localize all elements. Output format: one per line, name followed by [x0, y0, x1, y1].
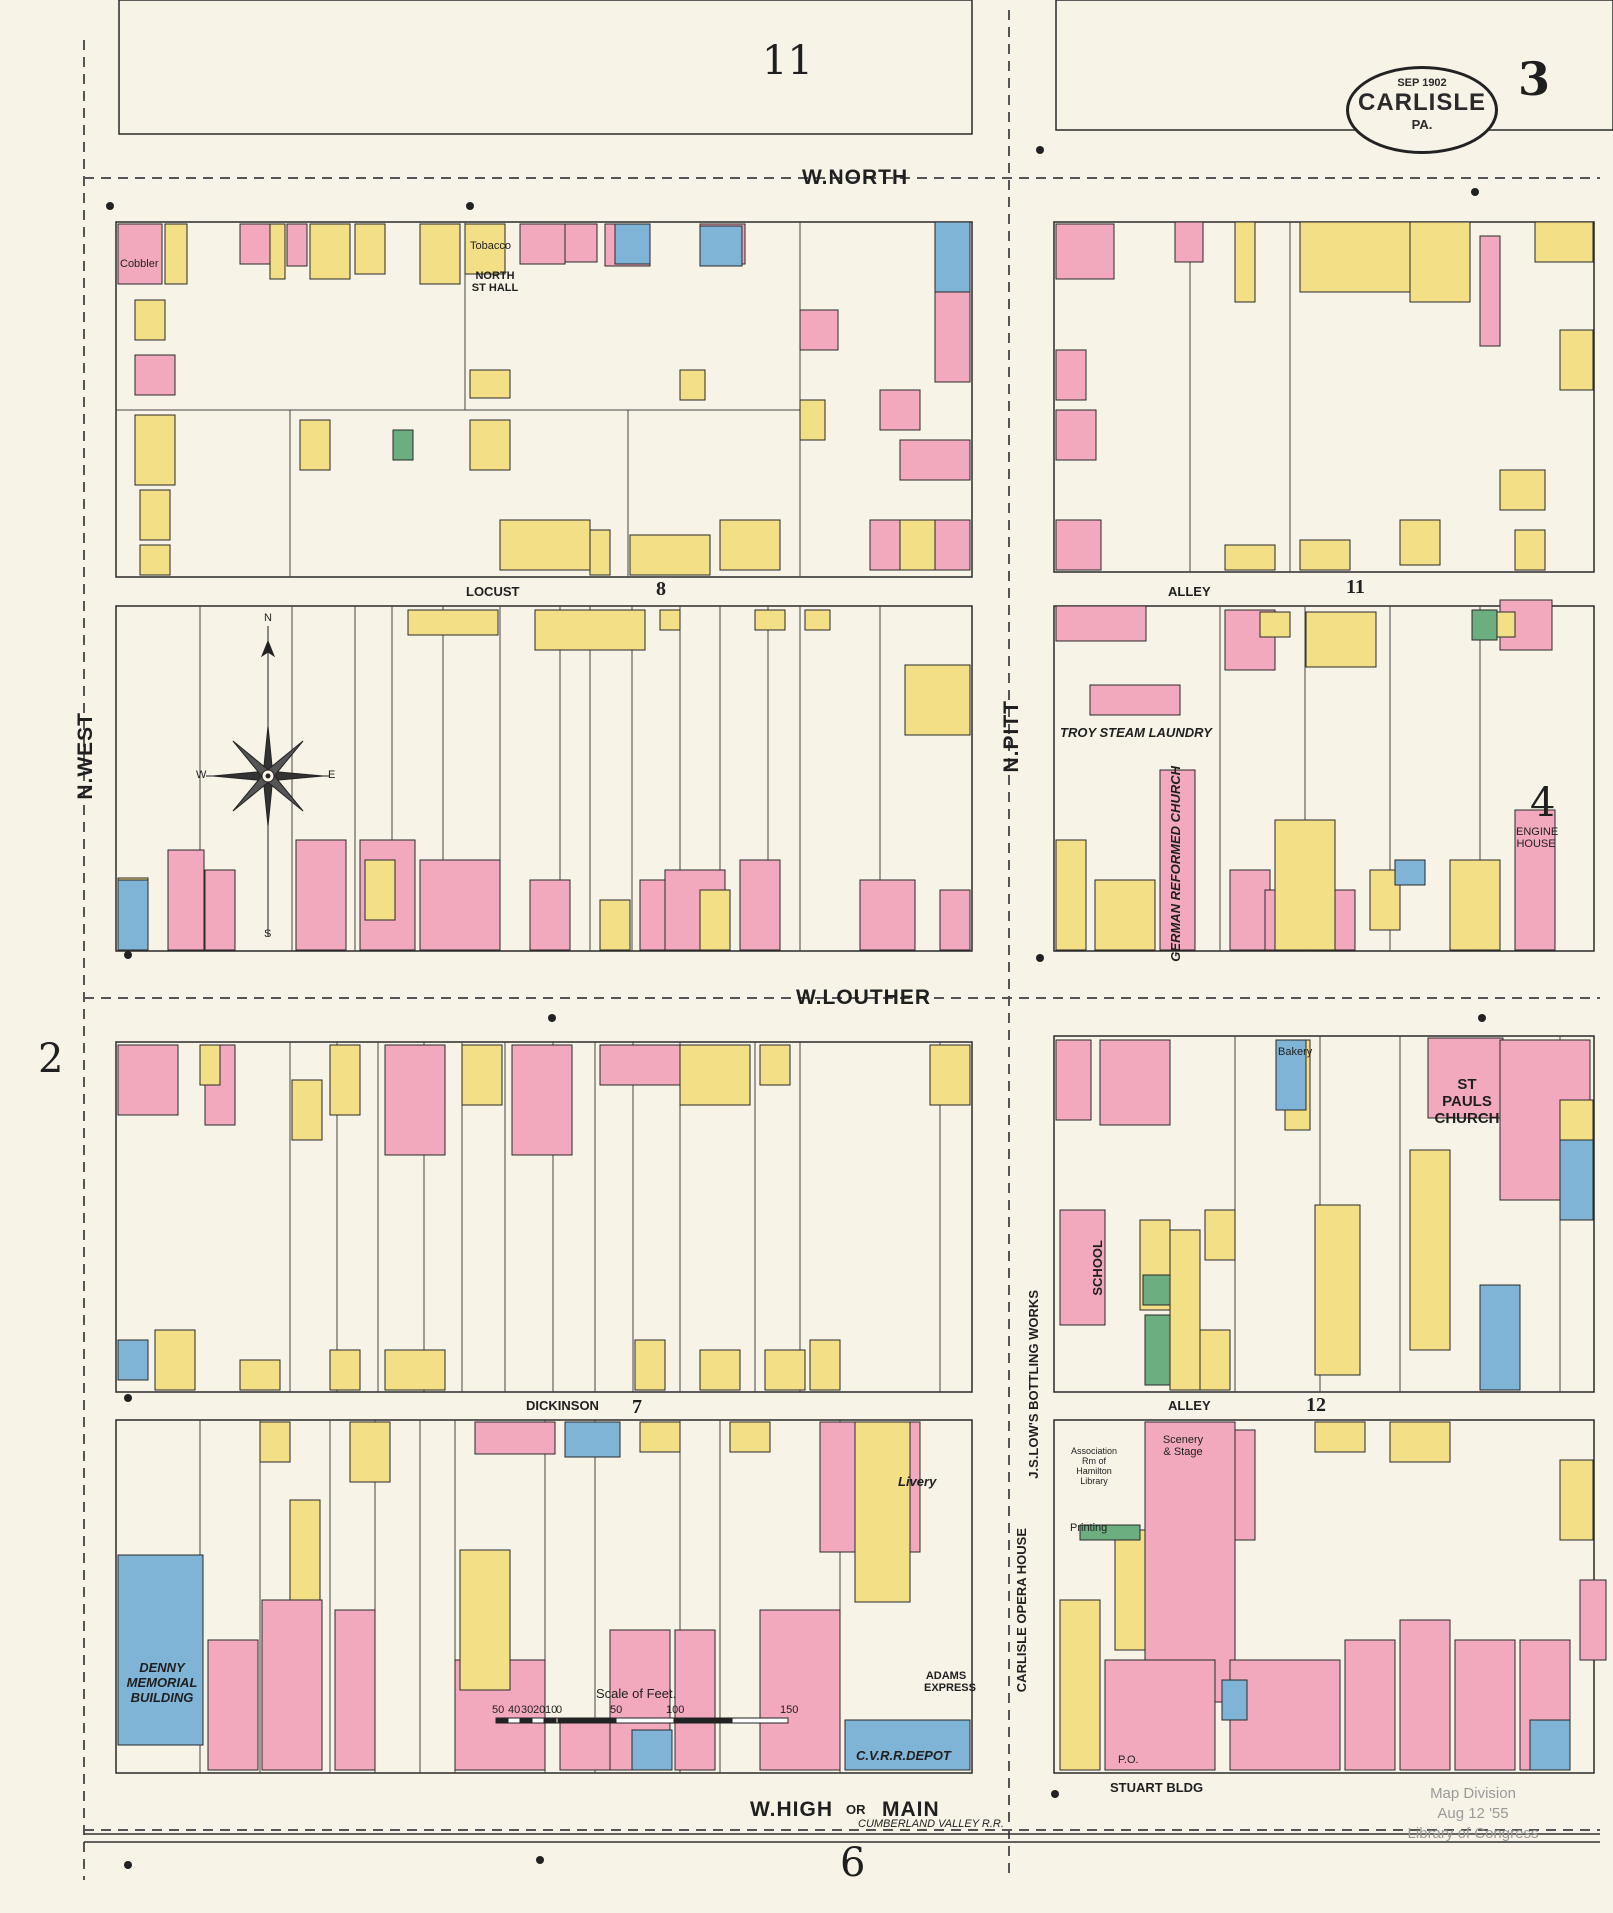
- label-po: P.O.: [1118, 1754, 1139, 1766]
- sheet-date: SEP 1902: [1397, 77, 1447, 89]
- sheet-number: 3: [1518, 52, 1551, 106]
- street-w-north: W.NORTH: [802, 166, 909, 189]
- scale-tick: 50: [610, 1704, 623, 1716]
- adjacent-sheet-11-box: [118, 0, 973, 135]
- green-buildings: [392, 429, 1498, 1541]
- adjacent-sheet-bottom[interactable]: 6: [840, 1840, 866, 1886]
- compass-e: E: [328, 769, 336, 781]
- scale-title: Scale of Feet.: [596, 1686, 677, 1701]
- railroad-label: CUMBERLAND VALLEY R.R.: [858, 1818, 1004, 1830]
- compass-w: W: [196, 769, 207, 781]
- label-bakery: Bakery: [1278, 1046, 1313, 1058]
- scale-tick: 30: [521, 1704, 534, 1716]
- label-cobbler: Cobbler: [120, 258, 159, 270]
- street-n-pitt: N.PITT: [1000, 700, 1023, 773]
- block-number-7: 7: [632, 1396, 642, 1418]
- sheet-borders: [83, 10, 1600, 1880]
- adjacent-sheet-box-right: [1055, 0, 1613, 131]
- lot-lines: [116, 222, 1561, 1773]
- label-adams-express: ADAMS EXPRESS: [924, 1670, 976, 1694]
- label-german-church: GERMAN REFORMED CHURCH: [1168, 766, 1183, 962]
- compass-s: S: [264, 928, 272, 940]
- street-main: MAIN: [882, 1798, 940, 1821]
- label-stuart-bldg: STUART BLDG: [1110, 1780, 1204, 1795]
- scale-tick: 50: [492, 1704, 505, 1716]
- adjacent-sheet-right[interactable]: 4: [1530, 780, 1556, 826]
- label-school: SCHOOL: [1090, 1240, 1105, 1296]
- hydrants: [106, 146, 1486, 1869]
- label-tobacco: Tobacco: [470, 240, 511, 252]
- street-high-or: OR: [846, 1802, 866, 1817]
- street-alley-bottom: ALLEY: [1168, 1398, 1211, 1413]
- street-w-louther: W.LOUTHER: [796, 986, 931, 1009]
- scale-tick: 40: [508, 1704, 521, 1716]
- railroad: [84, 1833, 1600, 1843]
- scale-bar: [495, 1717, 789, 1724]
- compass-n: N: [264, 612, 272, 624]
- label-printing: Printing: [1070, 1522, 1108, 1534]
- street-alley-top: ALLEY: [1168, 584, 1211, 599]
- block-number-12: 12: [1306, 1394, 1326, 1416]
- label-scenery-stage: Scenery & Stage: [1162, 1434, 1204, 1458]
- sheet-cartouche: SEP 1902 CARLISLE PA.: [1346, 66, 1498, 154]
- label-engine-house: ENGINE HOUSE: [1516, 826, 1559, 850]
- scale-tick: 150: [780, 1704, 799, 1716]
- stamp-line-1: Map Division: [1430, 1785, 1516, 1802]
- frame-buildings: [117, 221, 1594, 1771]
- sheet-city: CARLISLE: [1358, 89, 1486, 116]
- label-denny-memorial: DENNY MEMORIAL BUILDING: [126, 1660, 198, 1705]
- label-troy-laundry: TROY STEAM LAUNDRY: [1060, 725, 1212, 740]
- scale-tick: 10: [545, 1704, 558, 1716]
- street-dickinson: DICKINSON: [526, 1398, 599, 1413]
- compass-rose[interactable]: [206, 626, 330, 936]
- scale-tick: 100: [666, 1704, 685, 1716]
- label-cvrr-depot: C.V.R.R.DEPOT: [856, 1748, 951, 1763]
- street-w-high: W.HIGH: [750, 1798, 833, 1821]
- label-livery: Livery: [898, 1474, 937, 1489]
- block-outlines: [115, 221, 1595, 1774]
- adjacent-sheet-top[interactable]: 11: [762, 38, 813, 84]
- block-number-11: 11: [1346, 576, 1365, 598]
- library-stamp: Map Division Aug 12 '55 Library of Congr…: [1398, 1784, 1548, 1844]
- scale-tick: 0: [556, 1704, 563, 1716]
- street-locust: LOCUST: [466, 584, 520, 599]
- sheet-state: PA.: [1411, 117, 1433, 132]
- stamp-line-2: Aug 12 '55: [1437, 1805, 1509, 1822]
- adjacent-sheet-left[interactable]: 2: [38, 1036, 64, 1082]
- label-opera-house: CARLISLE OPERA HOUSE: [1014, 1528, 1029, 1693]
- stamp-line-3: Library of Congress: [1407, 1825, 1539, 1842]
- stone-buildings: [117, 221, 1594, 1771]
- street-n-west: N.WEST: [74, 712, 97, 800]
- label-st-pauls: ST PAULS CHURCH: [1434, 1076, 1500, 1127]
- scale-tick: 20: [533, 1704, 546, 1716]
- label-north-st-hall: NORTH ST HALL: [471, 270, 519, 294]
- label-library: Association Rm of Hamilton Library: [1070, 1446, 1118, 1486]
- block-number-8: 8: [656, 578, 666, 600]
